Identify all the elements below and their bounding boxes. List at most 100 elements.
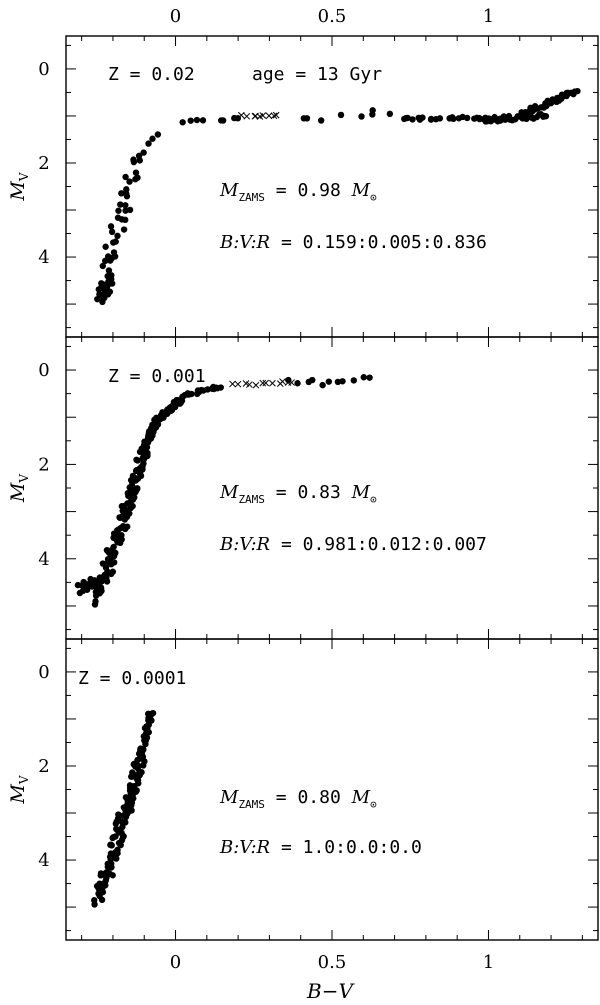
data-point bbox=[309, 376, 316, 384]
zams-mass-label: MZAMS = 0.83 M⊙ bbox=[219, 482, 377, 506]
y-tick-label: 0 bbox=[38, 662, 49, 683]
data-point bbox=[325, 378, 333, 385]
data-point bbox=[123, 186, 130, 193]
x-tick-label: 0 bbox=[170, 952, 181, 973]
data-point bbox=[144, 710, 152, 717]
data-point bbox=[402, 115, 409, 122]
y-tick-label: 4 bbox=[38, 247, 49, 268]
data-point bbox=[449, 114, 456, 121]
data-point bbox=[104, 272, 111, 280]
data-point bbox=[108, 228, 116, 236]
bvr-ratio-label: B:V:R = 0.981:0.012:0.007 bbox=[219, 534, 487, 555]
data-point bbox=[122, 202, 129, 209]
data-point bbox=[514, 113, 521, 120]
data-point bbox=[112, 238, 119, 245]
cross-point bbox=[252, 381, 260, 389]
cross-point bbox=[229, 380, 236, 388]
data-point bbox=[122, 207, 129, 214]
data-point bbox=[386, 110, 394, 118]
data-point bbox=[193, 116, 201, 124]
data-point bbox=[149, 135, 156, 142]
data-point bbox=[102, 869, 110, 876]
cross-point bbox=[288, 379, 295, 386]
data-point bbox=[137, 745, 144, 752]
data-point bbox=[369, 107, 376, 114]
data-point bbox=[130, 158, 138, 166]
metallicity-label: Z = 0.0001 bbox=[78, 668, 186, 689]
data-point bbox=[317, 117, 325, 124]
data-point bbox=[131, 761, 138, 769]
data-point bbox=[497, 115, 504, 123]
data-point bbox=[107, 561, 115, 568]
bvr-ratio-label: B:V:R = 1.0:0.0:0.0 bbox=[219, 837, 422, 858]
x-tick-label: 0.5 bbox=[318, 952, 347, 973]
y-tick-label: 2 bbox=[38, 454, 49, 475]
zams-mass-label: MZAMS = 0.98 M⊙ bbox=[219, 180, 377, 204]
data-point bbox=[542, 112, 550, 120]
data-point bbox=[108, 254, 116, 262]
data-point bbox=[122, 819, 129, 826]
y-tick-label: 0 bbox=[38, 360, 49, 381]
panel-z-0.02: 0 2 4 MV Z = 0.02 age = 13 Gyr MZAMS = 0.98 M⊙… bbox=[7, 35, 599, 338]
data-point bbox=[358, 113, 365, 120]
data-point bbox=[217, 384, 224, 391]
data-point bbox=[574, 87, 581, 95]
data-point bbox=[148, 717, 155, 724]
cross-point bbox=[259, 112, 267, 119]
data-point bbox=[366, 374, 373, 381]
top-x-tick-label: 0.5 bbox=[318, 6, 347, 27]
data-point bbox=[427, 115, 435, 123]
metallicity-label: Z = 0.001 bbox=[108, 366, 206, 387]
data-point bbox=[135, 152, 143, 160]
x-tick-label: 1 bbox=[483, 952, 494, 973]
zams-mass-label: MZAMS = 0.80 M⊙ bbox=[219, 787, 377, 811]
data-point bbox=[476, 115, 483, 123]
data-point bbox=[106, 288, 114, 295]
data-point bbox=[140, 149, 147, 156]
data-point bbox=[132, 169, 140, 176]
data-point bbox=[110, 249, 118, 256]
data-point bbox=[199, 117, 207, 124]
data-point bbox=[107, 841, 115, 848]
data-point bbox=[487, 117, 495, 125]
data-point bbox=[115, 811, 122, 818]
data-point bbox=[102, 243, 109, 250]
top-x-tick-label: 0 bbox=[170, 6, 181, 27]
data-point bbox=[99, 560, 107, 567]
y-tick-label: 2 bbox=[38, 153, 49, 174]
data-point bbox=[135, 780, 142, 787]
data-point bbox=[74, 581, 82, 589]
cross-point bbox=[272, 111, 280, 119]
data-point bbox=[122, 216, 129, 224]
data-point bbox=[130, 795, 137, 802]
cross-point bbox=[279, 378, 286, 385]
metallicity-label: Z = 0.02 bbox=[108, 64, 195, 85]
x-axis-label: B−V bbox=[306, 979, 355, 1003]
data-point bbox=[131, 771, 138, 779]
data-point bbox=[120, 812, 127, 819]
data-point bbox=[294, 380, 301, 387]
data-point bbox=[188, 390, 195, 398]
data-point bbox=[114, 232, 121, 240]
age-label: age = 13 Gyr bbox=[252, 64, 382, 85]
cross-point bbox=[269, 379, 276, 387]
y-tick-label: 0 bbox=[38, 59, 49, 80]
data-point bbox=[115, 526, 122, 533]
data-point bbox=[531, 106, 538, 113]
data-point bbox=[339, 378, 346, 385]
data-point bbox=[145, 140, 152, 147]
data-point bbox=[124, 523, 131, 530]
y-axis-label: MV bbox=[7, 172, 31, 201]
data-point bbox=[99, 262, 106, 270]
data-point bbox=[120, 226, 128, 233]
panel-z-0.0001: 0 2 4 MV Z = 0.0001 MZAMS = 0.80 M⊙ B:V:R = 1.… bbox=[7, 638, 599, 941]
y-axis-label: MV bbox=[7, 775, 31, 804]
data-point bbox=[136, 465, 144, 473]
data-point bbox=[350, 377, 358, 384]
y-tick-label: 4 bbox=[38, 549, 49, 570]
data-point bbox=[134, 174, 141, 181]
cross-point bbox=[234, 380, 242, 388]
data-point bbox=[113, 825, 120, 833]
data-point bbox=[92, 598, 99, 605]
data-point bbox=[187, 117, 194, 124]
